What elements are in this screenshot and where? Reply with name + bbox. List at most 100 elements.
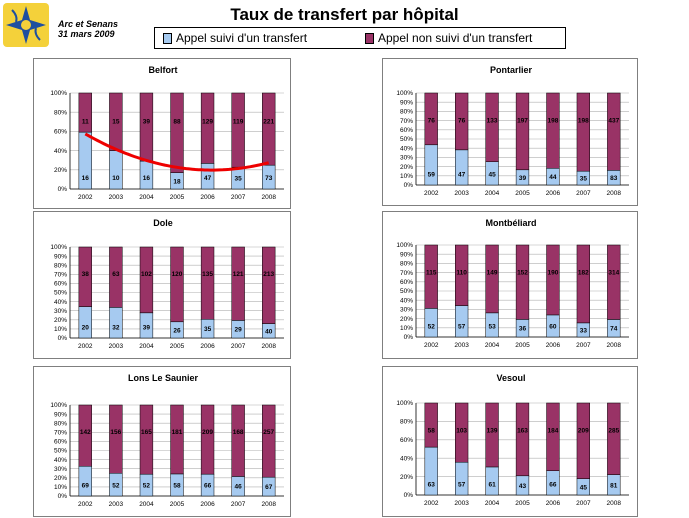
data-label-transfer: 52	[143, 483, 151, 490]
data-label-no-transfer: 198	[547, 117, 558, 124]
x-tick-label: 2005	[170, 343, 185, 350]
data-label-no-transfer: 190	[547, 269, 558, 276]
data-label-transfer: 33	[580, 327, 588, 334]
data-label-no-transfer: 168	[233, 429, 244, 436]
y-tick-label: 60%	[54, 281, 67, 288]
y-tick-label: 80%	[54, 420, 67, 427]
y-tick-label: 100%	[396, 90, 413, 97]
y-tick-label: 0%	[404, 182, 414, 189]
y-tick-label: 50%	[400, 136, 413, 143]
y-tick-label: 20%	[400, 316, 413, 323]
data-label-no-transfer: 156	[110, 429, 121, 436]
y-tick-label: 30%	[400, 155, 413, 162]
y-tick-label: 40%	[54, 299, 67, 306]
chart-title: Pontarlier	[490, 65, 533, 75]
data-label-transfer: 44	[549, 174, 557, 181]
y-tick-label: 0%	[58, 186, 68, 193]
bar-no-transfer	[455, 402, 469, 463]
bar-transfer	[78, 306, 92, 339]
data-label-no-transfer: 76	[458, 117, 466, 124]
data-label-transfer: 59	[428, 171, 436, 178]
legend-label-no-transfer: Appel non suivi d'un transfert	[378, 31, 533, 45]
y-tick-label: 60%	[400, 437, 413, 444]
data-label-no-transfer: 257	[263, 429, 274, 436]
data-label-transfer: 66	[549, 481, 557, 488]
organization-label: Arc et Senans 31 mars 2009	[58, 19, 118, 39]
data-label-no-transfer: 119	[233, 119, 244, 126]
y-tick-label: 50%	[54, 448, 67, 455]
data-label-transfer: 61	[488, 481, 496, 488]
chart-panel-lons-le-saunier: Lons Le Saunier 0% 10% 20% 30% 40% 50% 60% 70% 80…	[33, 366, 291, 517]
bar-no-transfer	[200, 92, 215, 164]
data-label-no-transfer: 285	[608, 427, 619, 434]
bar-transfer	[455, 149, 469, 186]
bar-transfer	[109, 150, 123, 190]
data-label-transfer: 66	[204, 483, 212, 490]
chart-vesoul: Vesoul 0% 20% 40% 60% 80% 100% 63 58 2002 57 103 200…	[396, 373, 629, 507]
y-tick-label: 30%	[54, 466, 67, 473]
data-label-no-transfer: 115	[426, 269, 437, 276]
bar-no-transfer	[485, 402, 499, 468]
data-label-no-transfer: 11	[82, 119, 89, 126]
data-label-transfer: 57	[458, 481, 466, 488]
org-name: Arc et Senans	[58, 19, 119, 29]
y-tick-label: 10%	[54, 326, 67, 333]
x-tick-label: 2004	[485, 190, 500, 197]
data-label-transfer: 16	[143, 175, 151, 182]
data-label-transfer: 36	[519, 326, 527, 333]
y-tick-label: 70%	[400, 118, 413, 125]
y-tick-label: 0%	[58, 493, 68, 500]
x-tick-label: 2007	[231, 501, 246, 508]
data-label-no-transfer: 15	[112, 119, 120, 126]
data-label-transfer: 40	[265, 328, 273, 335]
y-tick-label: 90%	[400, 251, 413, 258]
x-tick-label: 2005	[515, 190, 530, 197]
data-label-no-transfer: 63	[112, 271, 120, 278]
bar-transfer	[424, 144, 438, 186]
data-label-transfer: 52	[112, 483, 120, 490]
x-tick-label: 2002	[424, 342, 439, 349]
data-label-transfer: 58	[173, 483, 181, 490]
bar-no-transfer	[78, 92, 92, 133]
x-tick-label: 2007	[576, 190, 591, 197]
legend-swatch-no-transfer	[365, 32, 374, 44]
data-label-no-transfer: 209	[578, 427, 589, 434]
y-tick-label: 80%	[400, 419, 413, 426]
x-tick-label: 2007	[231, 343, 246, 350]
bar-no-transfer	[424, 92, 438, 146]
x-tick-label: 2002	[78, 343, 93, 350]
data-label-no-transfer: 38	[82, 271, 90, 278]
data-label-transfer: 29	[235, 327, 243, 334]
data-label-transfer: 57	[458, 323, 466, 330]
bar-no-transfer	[139, 92, 154, 162]
x-tick-label: 2005	[515, 500, 530, 507]
data-label-no-transfer: 314	[608, 269, 619, 276]
y-tick-label: 0%	[404, 334, 414, 341]
bar-no-transfer	[485, 92, 499, 162]
bar-no-transfer	[607, 244, 621, 320]
bar-no-transfer	[139, 246, 154, 314]
data-label-no-transfer: 182	[578, 269, 589, 276]
bar-no-transfer	[170, 92, 184, 173]
y-tick-label: 20%	[400, 164, 413, 171]
data-label-transfer: 47	[204, 175, 212, 182]
data-label-no-transfer: 110	[456, 269, 467, 276]
org-date: 31 mars 2009	[58, 29, 115, 39]
samu-logo	[2, 2, 50, 48]
chart-pontarlier: Pontarlier 0% 10% 20% 30% 40% 50% 60% 70% 80% 90% 1…	[396, 65, 629, 197]
data-label-transfer: 10	[112, 175, 120, 182]
data-label-no-transfer: 163	[517, 427, 528, 434]
y-tick-label: 60%	[400, 279, 413, 286]
y-tick-label: 10%	[54, 484, 67, 491]
data-label-no-transfer: 209	[202, 429, 213, 436]
data-label-transfer: 35	[580, 176, 588, 183]
y-tick-label: 30%	[54, 308, 67, 315]
bar-no-transfer	[515, 92, 530, 171]
y-tick-label: 20%	[54, 167, 67, 174]
bar-no-transfer	[231, 246, 245, 321]
x-tick-label: 2003	[454, 342, 469, 349]
data-label-transfer: 83	[610, 175, 618, 182]
y-tick-label: 40%	[400, 455, 413, 462]
y-tick-label: 40%	[400, 145, 413, 152]
x-tick-label: 2008	[261, 343, 276, 350]
